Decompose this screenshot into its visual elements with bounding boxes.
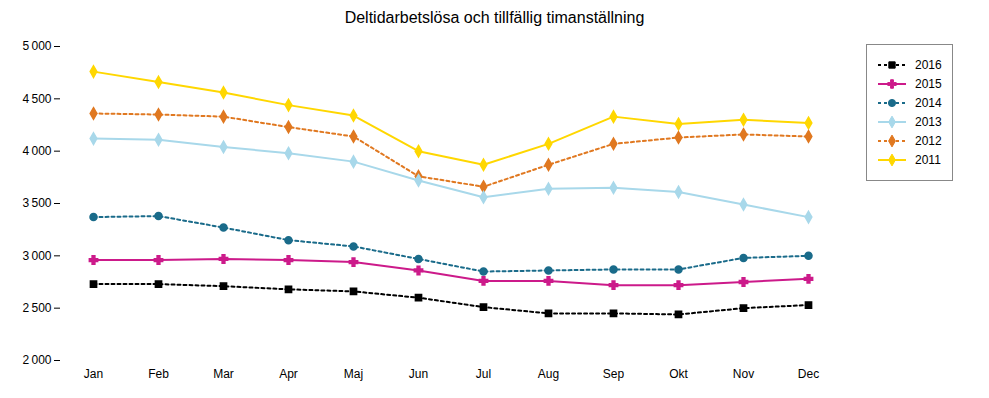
svg-text:Mar: Mar — [213, 367, 234, 381]
svg-text:2 000: 2 000 — [22, 353, 51, 367]
svg-text:Jan: Jan — [84, 367, 103, 381]
svg-text:Nov: Nov — [733, 367, 754, 381]
html-text:Deltidarbetslösa och tillfälli: Deltidarbetslösa och tillfällig timanstä… — [344, 9, 645, 26]
html-text:2015: 2015 — [915, 77, 942, 91]
html-text:2012: 2012 — [915, 134, 942, 148]
svg-text:4 500: 4 500 — [22, 92, 51, 106]
svg-text:3 500: 3 500 — [22, 196, 51, 210]
svg-text:Aug: Aug — [538, 367, 559, 381]
svg-text:4 000: 4 000 — [22, 144, 51, 158]
html-text:2013: 2013 — [915, 115, 942, 129]
svg-text:Jun: Jun — [409, 367, 428, 381]
svg-text:2 500: 2 500 — [22, 301, 51, 315]
svg-text:Sep: Sep — [603, 367, 625, 381]
svg-text:Dec: Dec — [798, 367, 819, 381]
svg-text:5 000: 5 000 — [22, 39, 51, 53]
html-text:2014: 2014 — [915, 96, 942, 110]
svg-text:Jul: Jul — [476, 367, 491, 381]
svg-text:Apr: Apr — [279, 367, 298, 381]
svg-text:Feb: Feb — [148, 367, 169, 381]
html-text:2011: 2011 — [915, 153, 941, 167]
svg-text:Okt: Okt — [669, 367, 688, 381]
html-text:2016: 2016 — [915, 58, 942, 72]
svg-text:Maj: Maj — [344, 367, 363, 381]
svg-text:3 000: 3 000 — [22, 249, 51, 263]
